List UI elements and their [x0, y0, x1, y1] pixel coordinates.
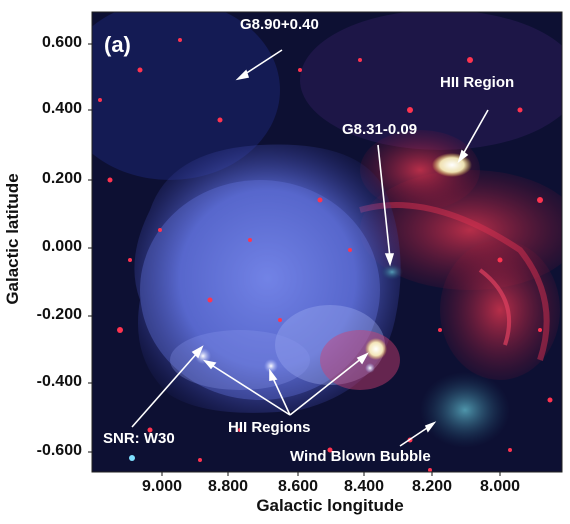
y-axis-ticks: [88, 43, 92, 453]
hii-regions-source-3: [365, 338, 387, 360]
y-tick-label: 0.000: [41, 238, 82, 255]
x-tick-label: 8.000: [479, 478, 521, 495]
y-tick-label: -0.400: [36, 373, 82, 390]
x-tick-label: 8.400: [343, 478, 385, 495]
y-tick-label: 0.600: [41, 34, 82, 51]
x-tick-label: 8.200: [411, 478, 453, 495]
annotation-wind-bubble: Wind Blown Bubble: [290, 448, 431, 465]
snr-w30-emission: [134, 144, 401, 413]
x-axis-ticks: [161, 472, 501, 476]
annotation-arrows: [131, 49, 489, 447]
y-tick-label: 0.400: [41, 100, 82, 117]
annotation-hii-region: HII Region: [440, 74, 515, 91]
annotation-g890: G8.90+0.40: [240, 16, 319, 33]
y-tick-label: -0.200: [36, 306, 82, 323]
g831-source: [381, 264, 403, 280]
annotation-hii-regions: HII Regions: [228, 419, 311, 436]
y-axis-label: Galactic latitude: [3, 173, 22, 305]
annotation-snr: SNR: W30: [103, 430, 175, 447]
panel-label: (a): [104, 32, 131, 57]
x-axis-label: Galactic longitude: [256, 496, 404, 515]
wind-bubble-emission: [420, 372, 510, 448]
x-tick-label: 8.600: [277, 478, 319, 495]
y-tick-label: -0.600: [36, 442, 82, 459]
hii-regions-source-2: [264, 359, 278, 373]
x-tick-label: 9.000: [141, 478, 183, 495]
star-field: [98, 38, 553, 472]
y-tick-label: 0.200: [41, 170, 82, 187]
annotation-g831: G8.31-0.09: [342, 121, 418, 138]
x-tick-label: 8.800: [207, 478, 249, 495]
